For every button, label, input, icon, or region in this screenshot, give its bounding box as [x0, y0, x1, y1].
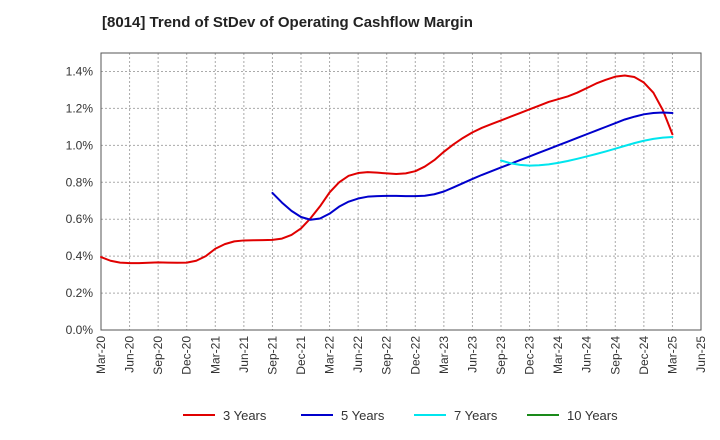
x-tick-label: Sep-24 — [608, 336, 622, 375]
x-tick-label: Mar-21 — [208, 336, 222, 374]
x-tick-label: Mar-25 — [665, 336, 679, 374]
y-tick-label: 1.0% — [66, 138, 94, 152]
chart-title: [8014] Trend of StDev of Operating Cashf… — [102, 14, 473, 31]
x-tick-label: Sep-20 — [151, 336, 165, 375]
x-tick-label: Jun-25 — [694, 336, 708, 373]
series-line-7-years — [500, 136, 674, 167]
x-tick-label: Jun-22 — [351, 336, 365, 373]
x-tick-label: Jun-21 — [237, 336, 251, 373]
y-tick-label: 1.2% — [66, 101, 94, 115]
y-tick-label: 1.4% — [66, 64, 94, 78]
x-tick-label: Sep-23 — [494, 336, 508, 375]
y-tick-label: 0.0% — [66, 323, 94, 337]
x-tick-label: Jun-24 — [580, 336, 594, 373]
x-tick-label: Dec-22 — [408, 336, 422, 375]
x-tick-label: Jun-20 — [123, 336, 137, 373]
x-tick-label: Sep-21 — [265, 336, 279, 375]
series-lines — [100, 74, 674, 265]
y-tick-label: 0.8% — [66, 175, 94, 189]
legend-label: 10 Years — [567, 408, 618, 423]
x-tick-label: Dec-23 — [523, 336, 537, 375]
x-tick-label: Sep-22 — [380, 336, 394, 375]
x-tick-label: Dec-20 — [180, 336, 194, 375]
x-tick-label: Dec-24 — [637, 336, 651, 375]
series-line-3-years — [100, 74, 674, 265]
legend: 3 Years 5 Years 7 Years 10 Years — [183, 408, 618, 423]
x-tick-label: Jun-23 — [465, 336, 479, 373]
x-tick-label: Dec-21 — [294, 336, 308, 375]
legend-label: 7 Years — [454, 408, 498, 423]
y-tick-label: 0.4% — [66, 249, 94, 263]
plot-frame — [100, 52, 702, 331]
axes: Mar-20 Jun-20 Sep-20 Dec-20 Mar-21 Jun-21 Sep-… — [66, 52, 708, 375]
x-tick-label: Mar-24 — [551, 336, 565, 374]
y-tick-label: 0.6% — [66, 212, 94, 226]
series-line-5-years — [271, 111, 674, 221]
x-tick-label: Mar-20 — [94, 336, 108, 374]
x-tick-label: Mar-22 — [323, 336, 337, 374]
grid — [100, 53, 702, 331]
legend-label: 5 Years — [341, 408, 385, 423]
x-tick-label: Mar-23 — [437, 336, 451, 374]
legend-label: 3 Years — [223, 408, 267, 423]
y-tick-label: 0.2% — [66, 286, 94, 300]
